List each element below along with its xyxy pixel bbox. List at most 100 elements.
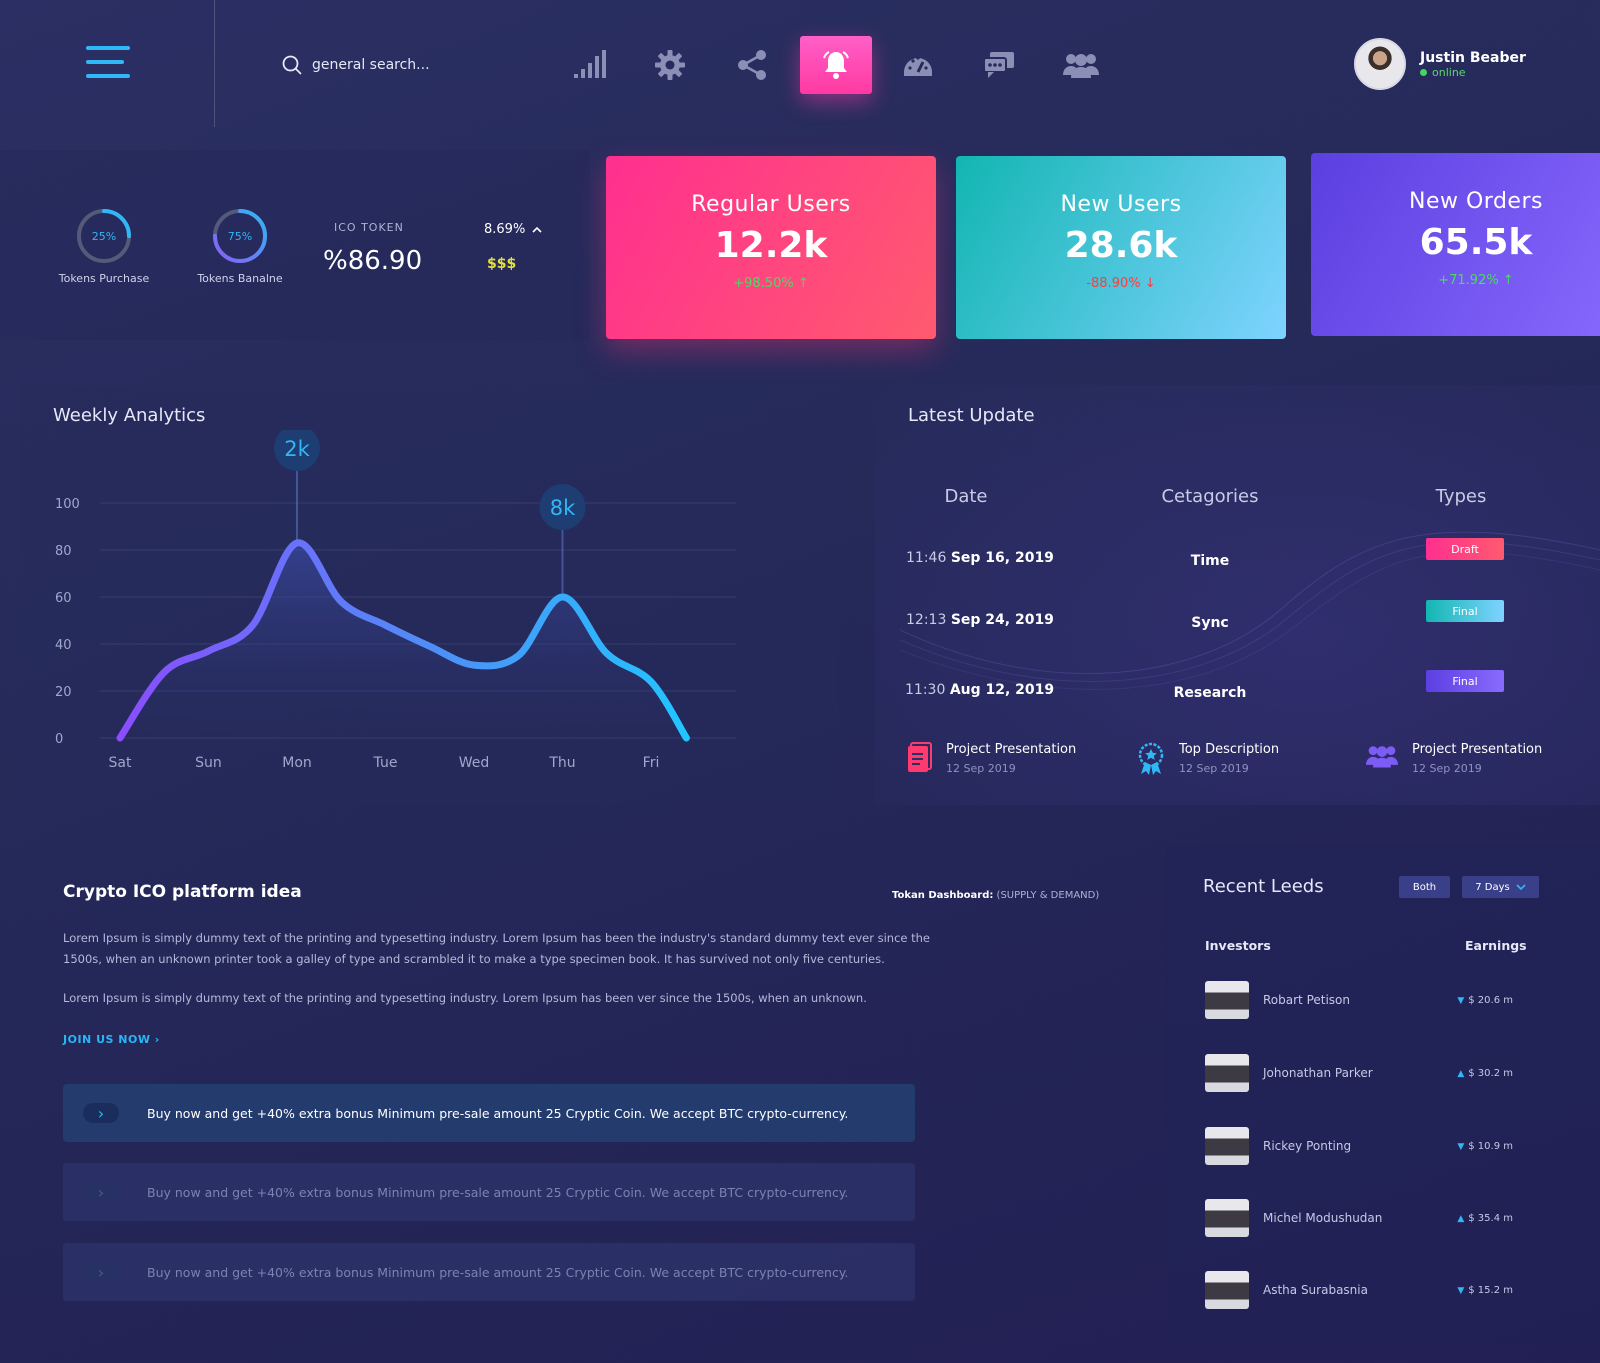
marker-bubble[interactable] — [539, 484, 586, 530]
search-icon — [282, 55, 302, 75]
promo-item[interactable]: › Buy now and get +40% extra bonus Minim… — [63, 1163, 915, 1221]
promo-item-active[interactable]: › Buy now and get +40% extra bonus Minim… — [63, 1084, 915, 1142]
card-change: -88.90% ↓ — [956, 276, 1286, 291]
nav-share-button[interactable] — [716, 36, 788, 94]
arrow-up-icon: ↑ — [1502, 273, 1514, 288]
row-time: 11:46 — [906, 550, 947, 566]
lead-earning-value: $ 30.2 m — [1468, 1067, 1513, 1079]
row-time: 12:13 — [906, 612, 947, 628]
regular-users-card[interactable]: Regular Users 12.2k +98.50% ↑ — [606, 156, 936, 339]
new-users-card[interactable]: New Users 28.6k -88.90% ↓ — [956, 156, 1286, 339]
arrow-down-icon: ↓ — [1144, 276, 1156, 291]
lead-earning: ▼ $ 15.2 m — [1453, 1285, 1513, 1296]
card-title: Regular Users — [691, 192, 851, 217]
marker-bubble[interactable] — [274, 430, 320, 471]
nav-users-button[interactable] — [1045, 36, 1117, 94]
new-orders-card[interactable]: New Orders 65.5k +71.92% ↑ — [1311, 153, 1600, 336]
col-header-types: Types — [1435, 486, 1487, 507]
nav-settings-button[interactable] — [634, 36, 706, 94]
row-date: Sep 24, 2019 — [950, 612, 1054, 628]
y-tick-label: 80 — [55, 544, 72, 559]
lead-row[interactable]: Rickey Ponting ▼ $ 10.9 m — [1205, 1126, 1525, 1166]
row-date: Sep 16, 2019 — [950, 550, 1054, 566]
card-value: 28.6k — [1064, 225, 1178, 266]
ico-token-value: %86.90 — [323, 246, 423, 276]
lead-name: Johonathan Parker — [1263, 1066, 1373, 1080]
search-input[interactable] — [312, 57, 492, 73]
chevron-right-icon: › — [97, 1262, 105, 1282]
search-bar[interactable] — [282, 50, 512, 80]
item-title: Top Description — [1179, 742, 1280, 757]
nav-dashboard-button[interactable] — [882, 36, 954, 94]
recent-leeds-title: Recent Leeds — [1203, 876, 1324, 897]
item-title: Project Presentation — [1412, 742, 1543, 757]
promo-toggle[interactable]: › — [83, 1182, 119, 1202]
card-value: 12.2k — [714, 225, 828, 266]
nav-chat-button[interactable] — [963, 36, 1035, 94]
lead-row[interactable]: Johonathan Parker ▲ $ 30.2 m — [1205, 1053, 1525, 1093]
tokens-balance-label: Tokens Banalne — [197, 272, 283, 285]
document-icon — [908, 742, 932, 772]
days-dropdown-label: 7 Days — [1475, 881, 1510, 893]
y-tick-label: 40 — [55, 638, 72, 653]
avatar — [1354, 38, 1406, 90]
chevron-right-icon: › — [97, 1182, 105, 1202]
weekly-analytics-chart: 0 20 40 60 80 100 2k 8k Sat Sun Mon Tue Wed Thu Fri — [55, 430, 736, 771]
gear-icon — [655, 50, 685, 80]
type-badge-final[interactable]: Final — [1426, 670, 1504, 692]
online-dot-icon — [1420, 68, 1427, 76]
chart-area — [120, 542, 687, 738]
arrow-up-icon: ↑ — [797, 276, 809, 291]
hamburger-menu-button[interactable] — [86, 46, 130, 80]
bell-icon — [823, 51, 849, 79]
update-row-category: Time — [1190, 553, 1230, 569]
filter-both-button[interactable]: Both — [1399, 876, 1450, 898]
promo-toggle[interactable]: › — [83, 1103, 119, 1123]
lead-earning-value: $ 10.9 m — [1468, 1140, 1513, 1152]
join-us-link[interactable]: JOIN US NOW › — [63, 1033, 160, 1046]
row-date: Aug 12, 2019 — [949, 682, 1055, 698]
lead-row[interactable]: Astha Surabasnia ▼ $ 15.2 m — [1205, 1270, 1525, 1310]
user-profile[interactable]: Justin Beaber online — [1354, 38, 1526, 90]
arrow-down-icon: ▼ — [1457, 1141, 1465, 1152]
lead-name: Astha Surabasnia — [1263, 1283, 1368, 1297]
col-header-investors: Investors — [1205, 938, 1271, 953]
nav-signal-button[interactable] — [553, 36, 625, 94]
days-dropdown[interactable]: 7 Days — [1462, 876, 1539, 898]
card-title: New Users — [1060, 192, 1182, 217]
lead-row[interactable]: Michel Modushudan ▲ $ 35.4 m — [1205, 1198, 1525, 1238]
chevron-right-icon: › — [97, 1103, 105, 1123]
latest-update-panel — [875, 385, 1600, 805]
promo-text: Buy now and get +40% extra bonus Minimum… — [147, 1105, 849, 1121]
x-tick-label: Sun — [195, 755, 222, 771]
tokens-balance-percent: 75% — [228, 230, 252, 243]
chat-icon — [983, 52, 1014, 78]
update-item[interactable]: Project Presentation 12 Sep 2019 — [1366, 742, 1542, 775]
chevron-down-icon — [1516, 884, 1526, 890]
lead-earning-value: $ 15.2 m — [1468, 1284, 1513, 1296]
nav-notifications-button[interactable] — [800, 36, 872, 94]
user-status-label: online — [1432, 65, 1466, 79]
x-tick-label: Mon — [282, 755, 312, 771]
update-item[interactable]: Top Description 12 Sep 2019 — [1137, 742, 1279, 776]
update-row-category: Research — [1173, 685, 1247, 701]
type-badge-final[interactable]: Final — [1426, 600, 1504, 622]
promo-toggle[interactable]: › — [83, 1262, 119, 1282]
update-item[interactable]: Project Presentation 12 Sep 2019 — [906, 742, 1076, 775]
promo-item[interactable]: › Buy now and get +40% extra bonus Minim… — [63, 1243, 915, 1301]
update-row-date: 11:30 Aug 12, 2019 — [905, 682, 1054, 698]
promo-text: Buy now and get +40% extra bonus Minimum… — [147, 1264, 849, 1280]
tokens-purchase-ring: 25% — [77, 209, 131, 263]
y-tick-label: 20 — [55, 685, 72, 700]
promo-text: Buy now and get +40% extra bonus Minimum… — [147, 1184, 849, 1200]
chart-line — [116, 539, 690, 742]
latest-update-title: Latest Update — [908, 405, 1035, 426]
lead-name: Rickey Ponting — [1263, 1139, 1352, 1153]
item-date: 12 Sep 2019 — [1179, 762, 1249, 775]
card-change: +98.50% ↑ — [606, 276, 936, 291]
type-badge-draft[interactable]: Draft — [1426, 538, 1504, 560]
lead-row[interactable]: Robart Petison ▼ $ 20.6 m — [1205, 980, 1525, 1020]
card-change-value: +71.92% — [1438, 273, 1499, 288]
lead-name: Robart Petison — [1263, 993, 1350, 1007]
header-divider — [214, 0, 215, 127]
